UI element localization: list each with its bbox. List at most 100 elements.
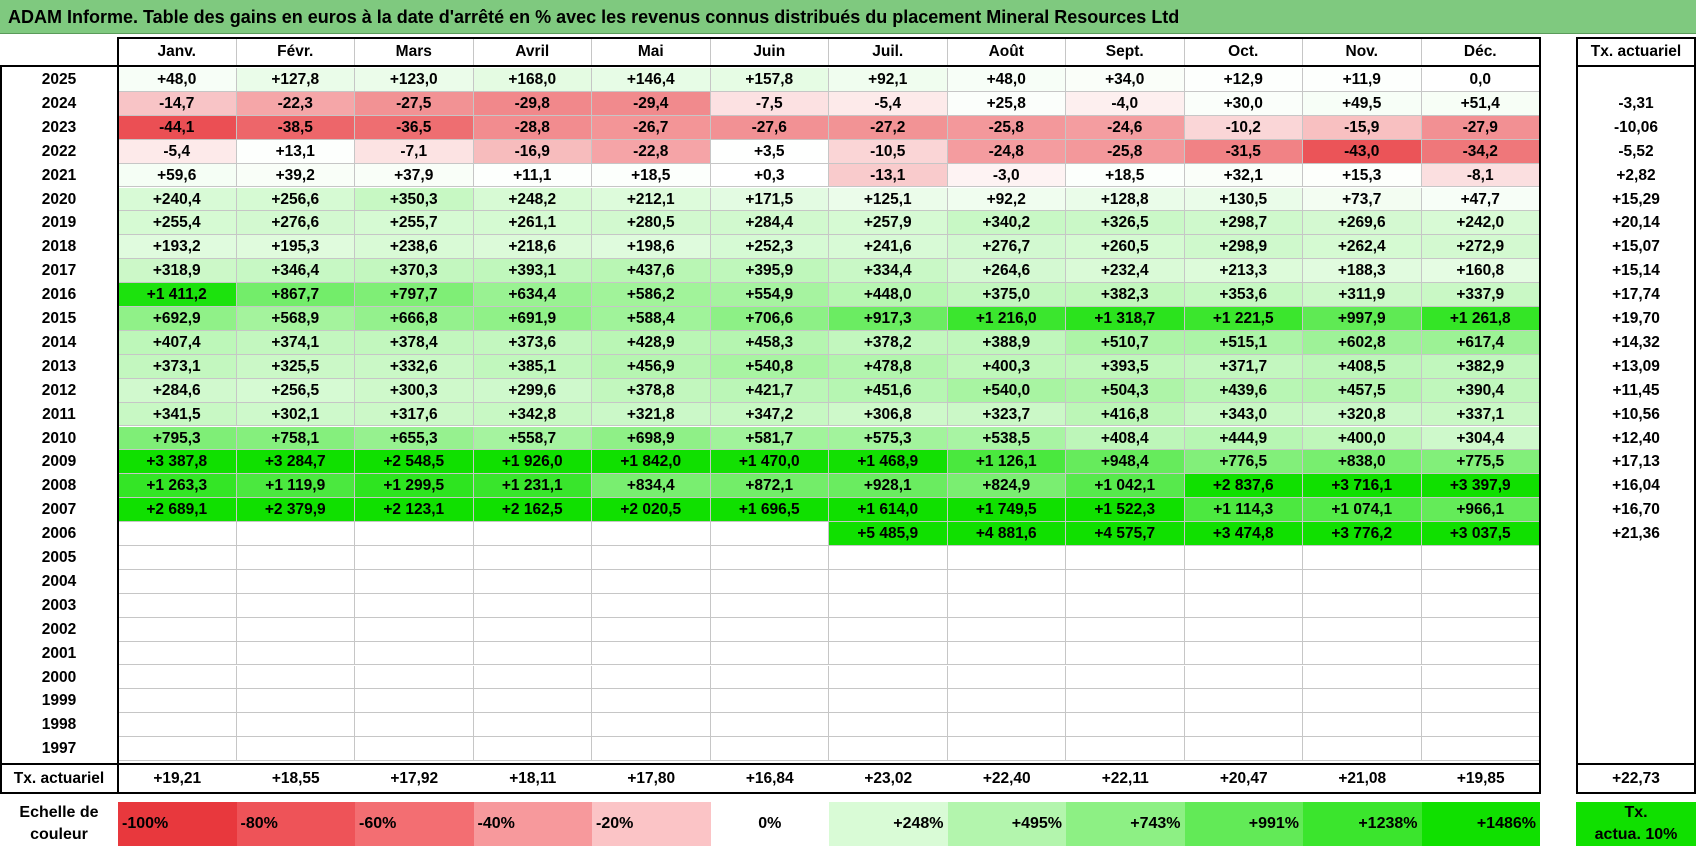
table-cell — [473, 665, 592, 690]
table-cell — [118, 713, 237, 738]
column-header: Sept. — [1066, 38, 1185, 66]
table-cell — [473, 617, 592, 642]
table-cell: -4,0 — [1066, 91, 1185, 116]
table-border — [1694, 37, 1696, 794]
row-rate-value: -10,06 — [1614, 118, 1658, 136]
table-cell — [473, 569, 592, 594]
table-border — [0, 763, 1540, 765]
table-cell — [947, 713, 1066, 738]
column-header: Nov. — [1303, 38, 1422, 66]
table-cell — [710, 641, 829, 666]
table-cell — [118, 617, 237, 642]
table-cell: +1 318,7 — [1066, 307, 1185, 331]
legend-swatch: -60% — [355, 802, 474, 846]
table-cell: +400,3 — [947, 354, 1066, 379]
table-cell: +457,5 — [1303, 378, 1422, 403]
row-rate-value: +15,29 — [1612, 190, 1660, 208]
table-cell: +284,4 — [710, 211, 829, 236]
table-cell: +276,6 — [236, 211, 355, 236]
table-cell — [355, 522, 474, 546]
table-cell: -27,2 — [829, 115, 948, 140]
table-cell: +385,1 — [473, 354, 592, 379]
row-year-label: 2012 — [41, 381, 77, 399]
table-cell: +448,0 — [829, 283, 948, 307]
table-cell: +213,3 — [1184, 259, 1303, 284]
table-cell: +32,1 — [1184, 163, 1303, 188]
row-year-label: 2001 — [41, 644, 77, 662]
table-cell: +966,1 — [1421, 498, 1540, 523]
row-rate-value: +19,70 — [1612, 310, 1660, 327]
table-cell: +1 216,0 — [947, 307, 1066, 331]
row-rate-value — [1576, 737, 1696, 761]
row-year-label: 2011 — [42, 405, 76, 423]
table-cell: +323,7 — [947, 402, 1066, 427]
table-cell — [1421, 641, 1540, 666]
table-cell: +439,6 — [1184, 378, 1303, 403]
table-cell: +451,6 — [829, 378, 948, 403]
table-cell: +160,8 — [1421, 259, 1540, 284]
column-header: Avril — [473, 38, 592, 66]
footer-rate-value: +22,40 — [982, 770, 1031, 787]
row-year-label: 2023 — [41, 118, 77, 136]
table-cell — [355, 641, 474, 666]
table-cell: +195,3 — [236, 235, 355, 260]
table-cell — [710, 569, 829, 594]
table-cell: +325,5 — [236, 354, 355, 379]
table-cell: +655,3 — [355, 426, 474, 451]
table-cell — [1066, 641, 1185, 666]
table-cell — [592, 713, 711, 738]
table-cell: +1 261,8 — [1421, 307, 1540, 331]
table-cell: -25,8 — [947, 115, 1066, 140]
table-border — [0, 66, 2, 794]
table-cell: +353,6 — [1184, 283, 1303, 307]
table-cell: +478,8 — [829, 354, 948, 379]
table-cell: +260,5 — [1066, 235, 1185, 260]
table-cell: -3,0 — [947, 163, 1066, 188]
table-cell — [1421, 593, 1540, 618]
row-rate-value: -3,31 — [1618, 94, 1654, 112]
table-cell: +872,1 — [710, 474, 829, 499]
row-year-label: 2004 — [41, 572, 77, 590]
table-cell: +393,1 — [473, 259, 592, 284]
table-cell — [1184, 737, 1303, 762]
table-cell: +1 263,3 — [118, 474, 237, 499]
table-cell — [947, 689, 1066, 714]
table-cell: +2 689,1 — [118, 498, 237, 523]
row-year-label: 2000 — [41, 668, 77, 686]
table-cell: +39,2 — [236, 163, 355, 188]
table-cell: -13,1 — [829, 163, 948, 188]
table-cell — [710, 546, 829, 570]
row-rate-value: +13,09 — [1612, 357, 1660, 375]
footer-rate-value: +22,11 — [1101, 770, 1149, 787]
table-cell — [355, 689, 474, 714]
table-border — [1576, 65, 1696, 67]
row-year-label: 2024 — [41, 94, 77, 112]
table-cell: +692,9 — [118, 307, 237, 331]
table-cell — [236, 569, 355, 594]
table-cell: +510,7 — [1066, 330, 1185, 355]
table-cell: +373,1 — [118, 354, 237, 379]
table-cell: +3,5 — [710, 139, 829, 164]
footer-rate-value: +17,80 — [627, 770, 676, 787]
footer-rate-value: +19,21 — [153, 770, 202, 787]
table-cell: +370,3 — [355, 259, 474, 284]
table-cell: +456,9 — [592, 354, 711, 379]
table-cell — [473, 737, 592, 762]
table-cell: +15,3 — [1303, 163, 1422, 188]
table-cell: +280,5 — [592, 211, 711, 236]
table-cell: +252,3 — [710, 235, 829, 260]
table-cell: +25,8 — [947, 91, 1066, 116]
table-cell: +540,0 — [947, 378, 1066, 403]
table-cell — [1184, 689, 1303, 714]
legend-swatch: +1238% — [1303, 802, 1422, 846]
table-cell — [1421, 713, 1540, 738]
row-year-label: 2013 — [41, 357, 77, 375]
table-cell: +1 114,3 — [1184, 498, 1303, 523]
table-cell — [1184, 665, 1303, 690]
rate-column-header: Tx. actuariel — [1590, 43, 1682, 60]
table-cell: +0,3 — [710, 163, 829, 188]
table-cell: +997,9 — [1303, 307, 1422, 331]
footer-rate-value: +17,92 — [390, 770, 439, 787]
column-header: Mai — [592, 38, 711, 66]
table-cell: +602,8 — [1303, 330, 1422, 355]
